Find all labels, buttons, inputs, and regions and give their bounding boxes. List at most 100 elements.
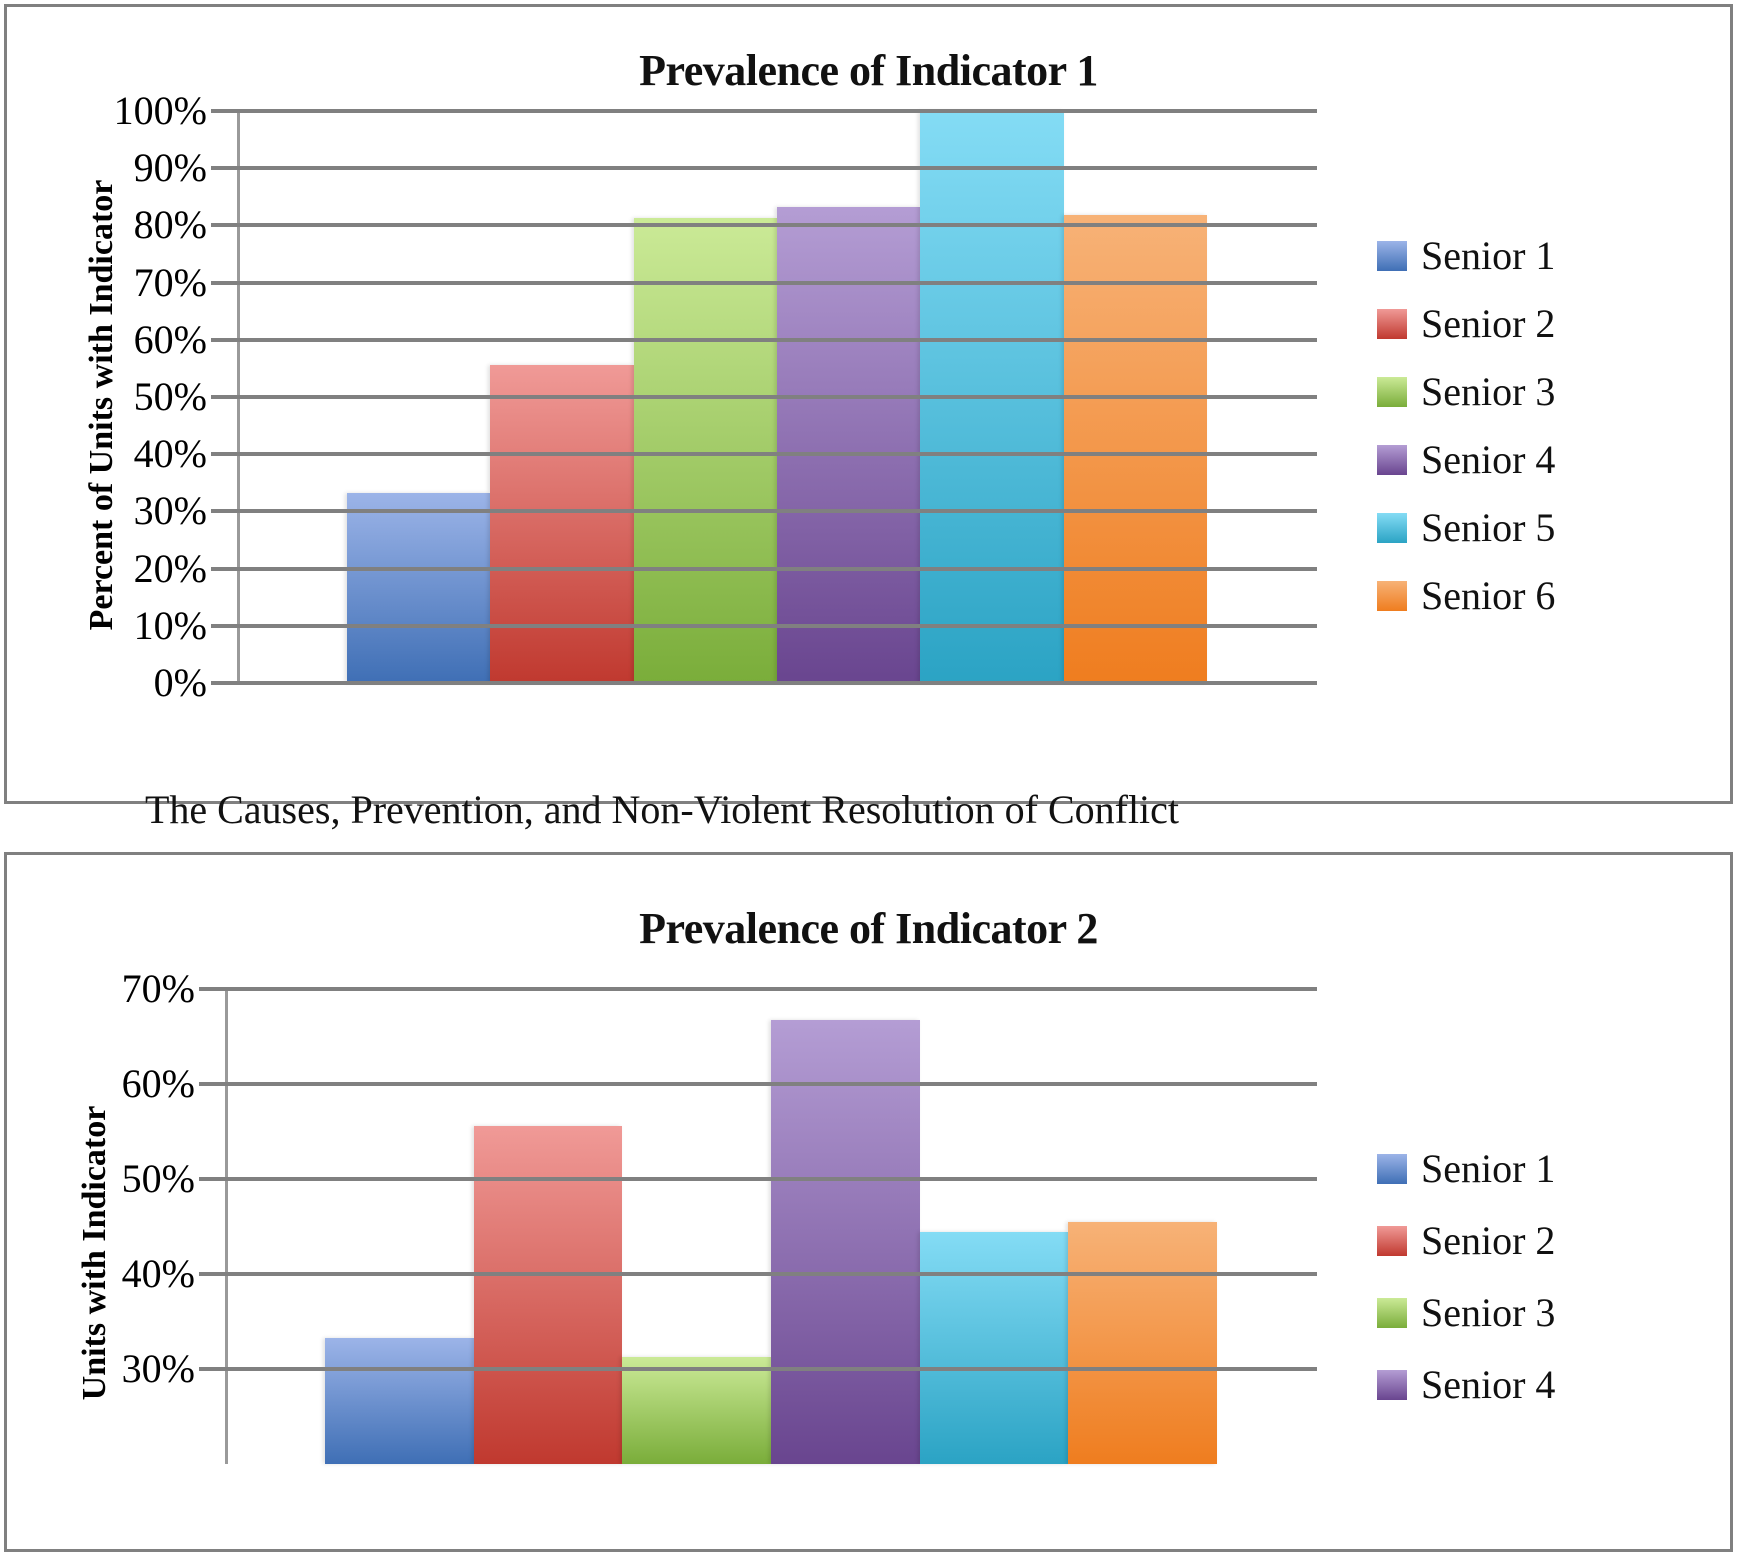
gridline — [237, 280, 1317, 285]
y-axis-tick-label: 50% — [121, 1156, 195, 1201]
y-axis-tick — [199, 987, 225, 991]
legend-swatch-icon — [1377, 513, 1407, 543]
bar-slot — [633, 111, 777, 683]
y-axis-tick-label: 50% — [133, 374, 207, 419]
chart-2-legend: Senior 1 Senior 2 Senior 3 Senior 4 — [1377, 1149, 1555, 1437]
y-axis-tick — [211, 280, 237, 285]
bar-senior-6[interactable] — [1063, 215, 1207, 683]
gridline — [237, 452, 1317, 457]
bar-senior-4[interactable] — [776, 206, 921, 683]
bar-slot — [347, 111, 491, 683]
legend-swatch-icon — [1377, 1298, 1407, 1328]
legend-item[interactable]: Senior 5 — [1377, 508, 1555, 548]
gridline — [225, 1272, 1317, 1276]
bar-senior-4[interactable] — [771, 1020, 920, 1464]
legend-item[interactable]: Senior 4 — [1377, 1365, 1555, 1405]
gridline — [225, 1367, 1317, 1371]
y-axis-tick — [199, 1082, 225, 1086]
y-axis-tick — [211, 223, 237, 228]
legend-label: Senior 3 — [1421, 1290, 1556, 1335]
gridline — [237, 623, 1317, 628]
bar-senior-1[interactable] — [347, 492, 491, 683]
y-axis-tick — [211, 681, 237, 685]
bar-slot — [622, 989, 772, 1464]
bar-senior-2[interactable] — [473, 1125, 623, 1464]
y-axis-tick — [211, 452, 237, 457]
gridline — [225, 987, 1317, 991]
y-axis-tick — [199, 1177, 225, 1181]
legend-label: Senior 4 — [1421, 437, 1556, 482]
y-axis-tick-label: 30% — [121, 1346, 195, 1391]
legend-swatch-icon — [1377, 1226, 1407, 1256]
legend-swatch-icon — [1377, 1154, 1407, 1184]
chart-2-title: Prevalence of Indicator 2 — [639, 904, 1098, 953]
legend-swatch-icon — [1377, 581, 1407, 611]
legend-item[interactable]: Senior 3 — [1377, 372, 1555, 412]
y-axis-tick-label: 70% — [121, 966, 195, 1011]
bar-slot — [919, 989, 1069, 1464]
legend-label: Senior 1 — [1421, 233, 1556, 278]
y-axis-tick-label: 10% — [133, 602, 207, 648]
y-axis-tick — [211, 509, 237, 514]
bar-senior-5[interactable] — [919, 1232, 1069, 1464]
gridline — [225, 1177, 1317, 1181]
bar-senior-6[interactable] — [1068, 1221, 1218, 1464]
bar-slot — [490, 111, 634, 683]
chart-1-plot — [211, 109, 1317, 685]
bar-slot — [325, 989, 474, 1464]
chart-panel-indicator-1: Prevalence of Indicator 1 Percent of Uni… — [4, 4, 1733, 832]
legend-item[interactable]: Senior 1 — [1377, 1149, 1555, 1189]
chart-1-title: Prevalence of Indicator 1 — [639, 46, 1098, 95]
chart-2-bars — [225, 989, 1317, 1464]
y-axis-tick-label: 60% — [133, 316, 207, 362]
bar-slot — [1063, 111, 1207, 683]
bar-slot — [776, 111, 921, 683]
gridline — [237, 109, 1317, 113]
gridline — [237, 223, 1317, 228]
chart-1-x-axis-title: The Causes, Prevention, and Non-Violent … — [144, 787, 1180, 832]
legend-item[interactable]: Senior 3 — [1377, 1293, 1555, 1333]
bar-slot — [1068, 989, 1218, 1464]
gridline — [237, 509, 1317, 514]
gridline — [237, 337, 1317, 342]
y-axis-tick-label: 0% — [153, 660, 207, 705]
legend-item[interactable]: Senior 2 — [1377, 304, 1555, 344]
legend-label: Senior 5 — [1421, 505, 1556, 550]
legend-swatch-icon — [1377, 445, 1407, 475]
bar-senior-3[interactable] — [633, 217, 777, 683]
bar-senior-1[interactable] — [325, 1337, 474, 1464]
legend-item[interactable]: Senior 6 — [1377, 576, 1555, 616]
chart-panel-indicator-2: Prevalence of Indicator 2 Units with Ind… — [4, 852, 1733, 1552]
legend-label: Senior 2 — [1421, 1218, 1556, 1263]
legend-item[interactable]: Senior 4 — [1377, 440, 1555, 480]
y-axis-tick — [211, 166, 237, 171]
chart-2-plot — [199, 987, 1317, 1464]
bar-senior-2[interactable] — [490, 364, 634, 683]
y-axis-tick — [211, 109, 237, 113]
bar-senior-3[interactable] — [622, 1356, 772, 1464]
gridline — [237, 395, 1317, 399]
y-axis-tick — [199, 1272, 225, 1276]
legend-swatch-icon — [1377, 377, 1407, 407]
y-axis-tick-label: 40% — [133, 431, 207, 477]
y-axis-tick — [211, 337, 237, 342]
legend-label: Senior 1 — [1421, 1146, 1556, 1191]
legend-swatch-icon — [1377, 1370, 1407, 1400]
y-axis-tick — [211, 566, 237, 571]
y-axis-tick-label: 20% — [133, 545, 207, 591]
chart-1-legend: Senior 1 Senior 2 Senior 3 Senior 4 Senior 5… — [1377, 236, 1555, 644]
legend-item[interactable]: Senior 2 — [1377, 1221, 1555, 1261]
y-axis-tick-label: 70% — [133, 259, 207, 305]
y-axis-tick — [199, 1367, 225, 1371]
gridline — [237, 566, 1317, 571]
chart-1-y-tick-labels: 100% 90% 80% 70% 60% 50% 40% 30% 20% 10% 0% — [67, 91, 207, 703]
legend-swatch-icon — [1377, 309, 1407, 339]
legend-swatch-icon — [1377, 241, 1407, 271]
legend-label: Senior 6 — [1421, 573, 1556, 618]
legend-label: Senior 4 — [1421, 1362, 1556, 1407]
y-axis-tick-label: 90% — [133, 145, 207, 191]
y-axis-tick-label: 60% — [121, 1061, 195, 1106]
y-axis-tick-label: 40% — [121, 1251, 195, 1296]
chart-2-y-axis-line — [225, 989, 228, 1464]
legend-item[interactable]: Senior 1 — [1377, 236, 1555, 276]
